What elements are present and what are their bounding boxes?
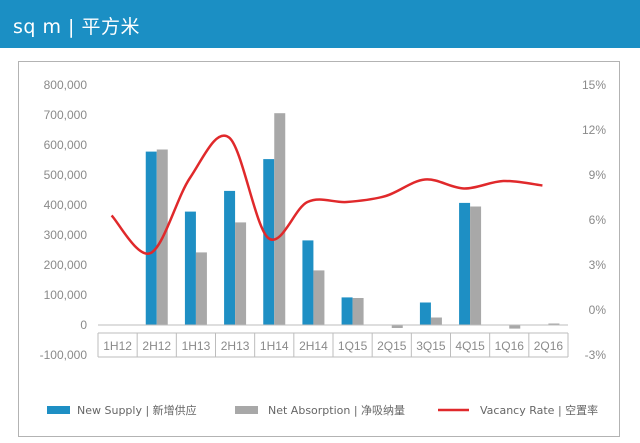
y-right-tick-label: 3% <box>589 258 607 272</box>
y-left-tick-label: 600,000 <box>44 138 88 152</box>
y-right-tick-label: 12% <box>582 123 606 137</box>
y-left-tick-label: 700,000 <box>44 108 88 122</box>
x-tick-label: 2Q15 <box>377 339 407 353</box>
supply-bar <box>419 302 431 325</box>
absorption-bar <box>548 323 560 325</box>
absorption-bar <box>195 252 207 325</box>
y-right-tick-label: 6% <box>589 213 607 227</box>
y-left-tick-label: 0 <box>80 318 87 332</box>
y-left-tick-label: 300,000 <box>44 228 88 242</box>
y-left-tick-label: 200,000 <box>44 258 88 272</box>
legend-net-absorption-label: Net Absorption | 净吸纳量 <box>268 403 405 417</box>
x-tick-label: 2H14 <box>299 339 328 353</box>
chart-unit-title: sq m | 平方米 <box>13 16 140 38</box>
absorption-bar <box>430 317 442 325</box>
supply-bar <box>302 240 314 325</box>
x-tick-label: 1Q15 <box>338 339 368 353</box>
y-right-tick-label: 0% <box>589 303 607 317</box>
y-left-tick-label: -100,000 <box>40 348 88 362</box>
y-left-tick-label: 500,000 <box>44 168 88 182</box>
supply-bar <box>263 159 275 325</box>
supply-bar <box>341 297 353 325</box>
absorption-bar <box>313 270 325 325</box>
x-tick-label: 1Q16 <box>495 339 525 353</box>
chart-frame <box>18 61 620 437</box>
legend-vacancy-rate-label: Vacancy Rate | 空置率 <box>480 403 598 417</box>
x-tick-label: 2H12 <box>142 339 171 353</box>
legend-new-supply-swatch <box>47 406 70 414</box>
absorption-bar <box>509 325 521 329</box>
y-left-tick-label: 800,000 <box>44 78 88 92</box>
supply-bar <box>224 190 236 325</box>
absorption-bar <box>235 222 247 325</box>
x-tick-label: 2Q16 <box>534 339 564 353</box>
x-tick-label: 1H12 <box>103 339 132 353</box>
y-left-tick-label: 100,000 <box>44 288 88 302</box>
x-tick-label: 1H14 <box>260 339 289 353</box>
y-left-tick-label: 400,000 <box>44 198 88 212</box>
supply-bar <box>145 151 157 325</box>
absorption-bar <box>470 206 482 325</box>
y-right-tick-label: -3% <box>585 348 607 362</box>
chart-header: sq m | 平方米 <box>0 0 640 48</box>
x-tick-label: 2H13 <box>221 339 250 353</box>
legend-new-supply-label: New Supply | 新增供应 <box>77 403 197 417</box>
supply-bar <box>184 211 196 325</box>
x-tick-label: 1H13 <box>182 339 211 353</box>
absorption-bar <box>391 325 403 328</box>
y-right-tick-label: 15% <box>582 78 606 92</box>
supply-bar <box>459 202 471 325</box>
y-right-tick-label: 9% <box>589 168 607 182</box>
x-tick-label: 3Q15 <box>416 339 446 353</box>
absorption-bar <box>352 298 364 325</box>
legend-net-absorption-swatch <box>235 406 258 414</box>
x-tick-label: 4Q15 <box>455 339 485 353</box>
vacancy-rate-line <box>110 134 543 255</box>
absorption-bar <box>274 113 286 325</box>
